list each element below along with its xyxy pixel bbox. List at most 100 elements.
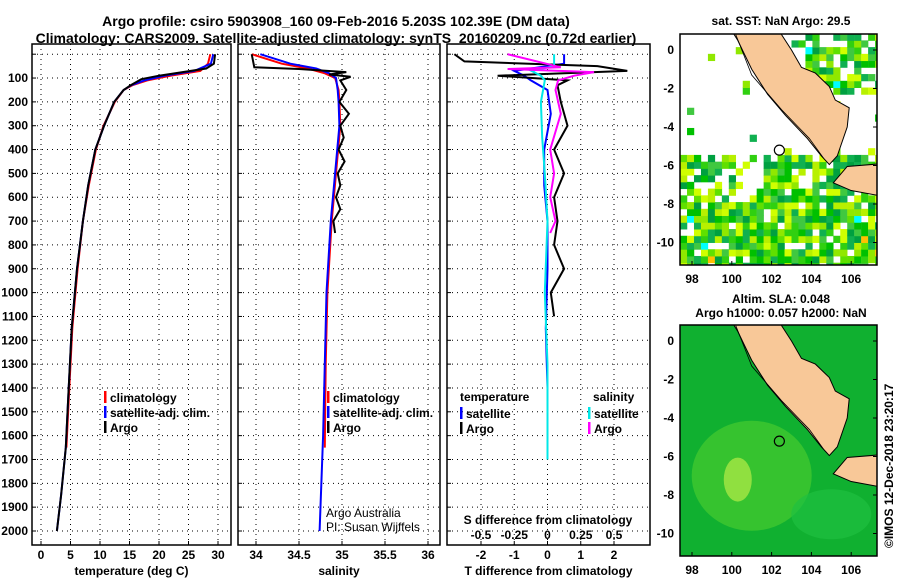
sst-cell [854,60,862,68]
sst-cell [749,262,757,265]
sst-cell [882,216,889,223]
sst-cell [680,161,688,169]
sst-cell [777,168,785,176]
sst-cell [868,34,876,35]
sst-cell [819,161,827,169]
sst-cell [728,242,737,250]
sst-cell [798,229,806,237]
sst-cell [784,229,792,237]
sst-cell [777,175,785,183]
sst-cell [700,229,709,237]
sst-cell [812,168,820,176]
legend-swatch [588,407,591,419]
x-tick-label: 30 [211,548,225,562]
sst-cell [798,168,806,176]
sst-cell [847,53,855,62]
sst-cell [777,154,785,163]
sst-cell [721,154,730,163]
sst-cell [833,222,841,230]
series-s-argo [507,53,595,234]
sst-cell [875,80,877,88]
sst-cell [784,222,792,230]
sst-cell [805,195,813,203]
sst-cell [693,215,702,223]
s-tick-label: 0.5 [606,528,623,542]
sst-cell [868,47,876,55]
legend-label: Argo [594,422,622,436]
sst-cell [728,229,737,237]
sst-cell [742,222,750,230]
sst-cell [812,161,820,169]
sst-cell [833,215,841,223]
legend-swatch [460,422,463,434]
sst-cell [819,235,827,243]
sst-cell [805,202,813,210]
sst-cell [847,188,855,196]
sst-cell [763,235,771,243]
argo-position-marker [773,435,785,447]
sst-cell [777,208,785,217]
x-tick-label: 100 [722,272,742,286]
sst-cell [840,188,848,196]
sst-cell [784,195,792,203]
sst-cell [784,262,792,265]
sst-cell [777,262,785,265]
series-argo [55,54,217,532]
sst-cell [826,168,834,176]
sst-cell [791,202,799,210]
sst-cell [770,208,778,217]
sst-cell [742,235,750,243]
sst-cell [882,189,889,196]
sst-cell [714,229,723,237]
y-tick-label: 1700 [1,452,28,466]
sst-cell [714,255,723,264]
sst-cell [819,74,827,82]
sst-cell [826,47,834,55]
sst-cell [693,175,702,183]
sst-cell [687,202,695,210]
sst-cell [714,188,723,196]
sst-cell [847,34,855,41]
sst-cell [826,208,834,217]
sst-cell [784,215,792,223]
sst-cell [882,54,889,61]
sla-map-title-1: Altim. SLA: 0.048 [732,292,830,306]
sst-cell [777,229,785,237]
s-tick-label: 0 [544,528,551,542]
sst-cell [847,40,855,48]
y-tick-label: 1800 [1,476,28,490]
sst-cell [833,87,841,95]
sst-cell [875,154,877,163]
title-line-2: Climatology: CARS2009. Satellite-adjuste… [36,30,637,46]
sst-cell [784,255,792,264]
sst-cell [687,188,695,196]
legend-swatch [104,406,107,418]
sst-cell [833,188,841,196]
sst-cell [784,208,792,217]
sst-cell [833,74,841,82]
sst-cell [812,34,820,41]
sst-cell [777,195,785,203]
sst-cell [840,235,848,243]
sst-cell [868,148,876,156]
plot-frame [446,43,651,546]
sst-cell [833,154,841,163]
sst-cell [777,235,785,243]
sst-cell [791,181,799,190]
sst-cell [707,188,716,196]
sst-cell [882,195,889,202]
sst-cell [833,168,841,176]
sst-cell [868,235,876,243]
sst-cell [805,60,813,68]
sst-cell [707,249,716,257]
x-tick-label: 34.5 [287,548,311,562]
legend-label: satellite-adj. clim. [110,406,210,420]
sst-cell [833,235,841,243]
sst-cell [826,60,834,68]
sst-cell [770,175,778,183]
sst-cell [798,208,806,217]
sst-cell [875,262,877,265]
sst-cell [777,181,785,190]
sst-cell [875,87,877,95]
sst-cell [826,53,834,62]
